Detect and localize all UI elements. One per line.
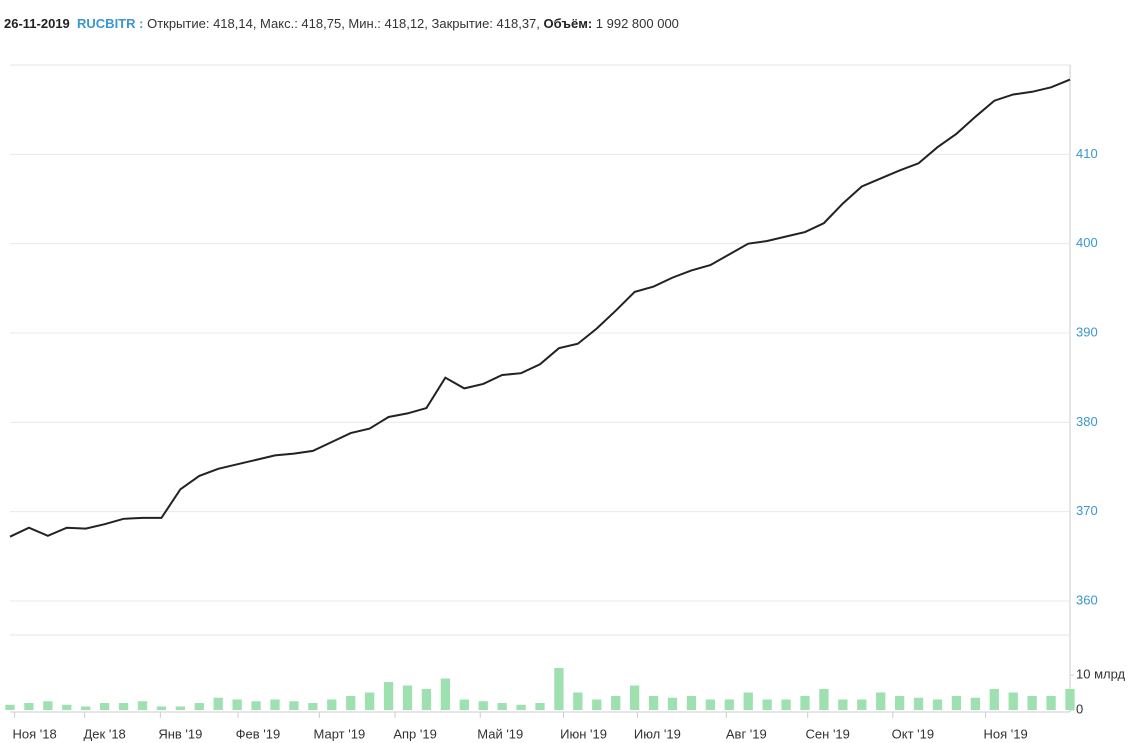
header: 26-11-2019 RUCBITR : Открытие: 418,14, М… [4, 16, 679, 31]
volume-bar [402, 685, 413, 710]
date: 26-11-2019 [4, 16, 70, 31]
volume-bar [819, 689, 829, 710]
volume-bar [5, 704, 15, 710]
volume-bar [800, 696, 810, 710]
volume-bar [838, 699, 848, 710]
y-tick-label: 410 [1076, 146, 1098, 161]
volume-bar [913, 697, 924, 710]
volume-bar [876, 692, 886, 710]
x-tick-label: Ноя '18 [12, 726, 56, 741]
volume-bar [611, 696, 621, 710]
volume-bar [251, 701, 261, 710]
volume-label: Объём: [543, 16, 593, 31]
volume-bar [137, 701, 148, 710]
volume-bar [213, 697, 223, 710]
volume: 1 992 800 000 [595, 16, 679, 31]
x-tick-label: Июн '19 [560, 726, 607, 741]
volume-bar [857, 699, 867, 710]
y-tick-label: 0 [1076, 701, 1083, 716]
volume-bar [516, 704, 526, 710]
x-tick-label: Авг '19 [726, 726, 767, 741]
volume-bar [194, 703, 204, 710]
volume-bar [421, 689, 432, 710]
volume-bar [629, 685, 640, 710]
volume-bar [1008, 692, 1018, 710]
volume-bar [81, 706, 91, 710]
volume-bar [497, 703, 507, 710]
volume-bar [724, 699, 734, 710]
volume-bar [478, 701, 488, 710]
volume-bar [535, 703, 545, 710]
volume-bar [743, 692, 753, 710]
x-tick-label: Сен '19 [806, 726, 850, 741]
ticker: RUCBITR : [77, 16, 144, 31]
x-tick-label: Окт '19 [892, 726, 934, 741]
volume-bar [1065, 689, 1075, 710]
volume-bar [932, 699, 943, 710]
volume-bar [459, 699, 469, 710]
y-tick-label: 380 [1076, 414, 1098, 429]
volume-bar [686, 696, 697, 710]
y-tick-label: 360 [1076, 592, 1098, 607]
volume-bar [232, 699, 242, 710]
volume-bar [894, 696, 905, 710]
y-tick-label: 370 [1076, 503, 1098, 518]
volume-bar [289, 701, 299, 710]
x-tick-label: Янв '19 [158, 726, 202, 741]
x-tick-label: Ноя '19 [984, 726, 1028, 741]
volume-bar [1027, 696, 1037, 710]
volume-bar [1046, 696, 1056, 710]
volume-bar [951, 696, 962, 710]
ohlc: Открытие: 418,14, Макс.: 418,75, Мин.: 4… [147, 16, 540, 31]
volume-bar [364, 692, 375, 710]
volume-bar [989, 689, 999, 710]
volume-bar [270, 699, 280, 710]
volume-bar [156, 706, 167, 710]
volume-bar [573, 692, 583, 710]
volume-bar [118, 703, 129, 710]
volume-bar [346, 696, 356, 710]
volume-bar [308, 703, 318, 710]
volume-bar [667, 697, 678, 710]
x-tick-label: Апр '19 [393, 726, 437, 741]
x-tick-label: Июл '19 [634, 726, 681, 741]
volume-bar [440, 678, 451, 710]
x-tick-label: Май '19 [477, 726, 523, 741]
volume-bar [327, 699, 337, 710]
price-line [9, 78, 1071, 538]
volume-bar [24, 703, 34, 710]
x-tick-label: Фев '19 [236, 726, 281, 741]
volume-bar [43, 701, 53, 710]
volume-bar [762, 699, 772, 710]
volume-bar [592, 699, 602, 710]
y-tick-label: 10 млрд [1076, 666, 1126, 681]
volume-bar [175, 706, 186, 710]
volume-bar [970, 697, 981, 710]
volume-bar [554, 668, 564, 710]
volume-bar [99, 703, 110, 710]
x-tick-label: Дек '18 [84, 726, 126, 741]
y-tick-label: 400 [1076, 235, 1098, 250]
x-tick-label: Март '19 [314, 726, 366, 741]
volume-bar [781, 699, 791, 710]
volume-bar [62, 704, 72, 710]
volume-bar [648, 696, 659, 710]
volume-bar [383, 682, 394, 710]
volume-bar [705, 699, 716, 710]
y-tick-label: 390 [1076, 324, 1098, 339]
